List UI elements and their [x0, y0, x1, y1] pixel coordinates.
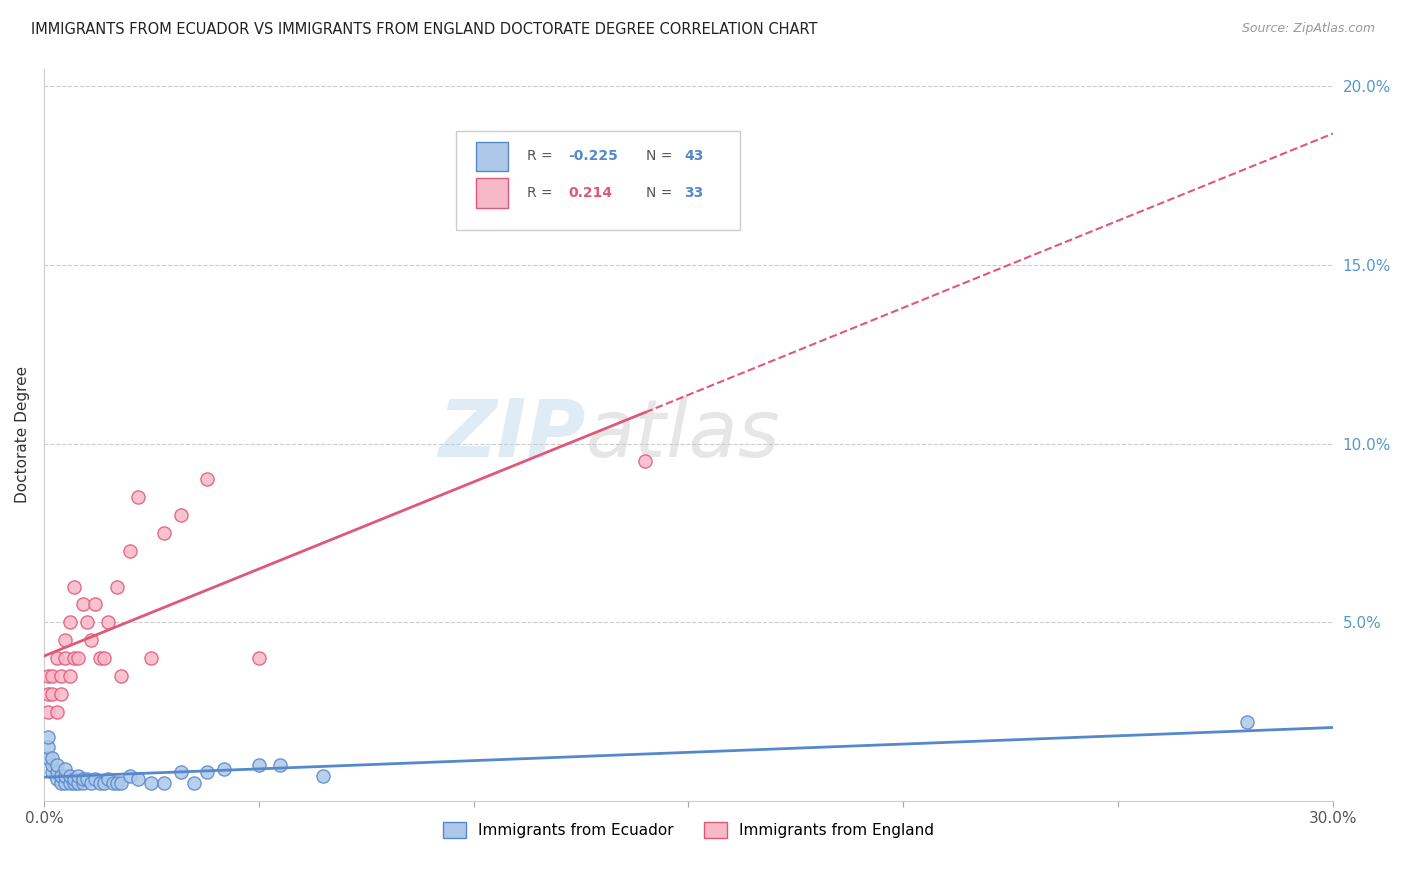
Point	[45, 772, 67, 787]
Point	[72, 598, 94, 612]
Point	[49, 769, 72, 783]
Point	[49, 669, 72, 683]
Point	[37, 669, 59, 683]
Point	[105, 580, 128, 594]
Point	[63, 651, 86, 665]
Text: IMMIGRANTS FROM ECUADOR VS IMMIGRANTS FROM ENGLAND DOCTORATE DEGREE CORRELATION : IMMIGRANTS FROM ECUADOR VS IMMIGRANTS FR…	[31, 22, 817, 37]
Point	[53, 633, 76, 648]
Point	[67, 776, 90, 790]
Point	[141, 776, 163, 790]
Point	[183, 776, 205, 790]
Text: 0.214: 0.214	[568, 186, 613, 200]
Point	[127, 772, 149, 787]
Text: 43: 43	[685, 149, 704, 163]
Point	[118, 769, 141, 783]
Point	[53, 762, 76, 776]
Point	[49, 687, 72, 701]
Point	[84, 772, 107, 787]
Point	[247, 651, 270, 665]
Point	[37, 687, 59, 701]
Y-axis label: Doctorate Degree: Doctorate Degree	[15, 366, 30, 503]
Point	[37, 740, 59, 755]
Text: -0.225: -0.225	[568, 149, 619, 163]
Point	[97, 772, 120, 787]
FancyBboxPatch shape	[457, 131, 740, 229]
Point	[59, 615, 82, 630]
Legend: Immigrants from Ecuador, Immigrants from England: Immigrants from Ecuador, Immigrants from…	[436, 816, 941, 845]
Point	[89, 651, 111, 665]
Point	[41, 765, 63, 780]
Point	[93, 776, 115, 790]
Point	[101, 776, 124, 790]
Point	[76, 772, 98, 787]
Point	[59, 776, 82, 790]
Point	[41, 669, 63, 683]
Point	[45, 765, 67, 780]
Point	[63, 580, 86, 594]
Point	[127, 490, 149, 504]
Point	[1236, 715, 1258, 730]
Text: atlas: atlas	[585, 396, 780, 474]
Point	[97, 615, 120, 630]
Point	[195, 765, 218, 780]
Point	[247, 758, 270, 772]
Point	[105, 776, 128, 790]
Point	[214, 762, 236, 776]
Point	[67, 651, 90, 665]
Point	[118, 543, 141, 558]
Point	[312, 769, 335, 783]
Point	[76, 615, 98, 630]
Point	[37, 751, 59, 765]
Point	[84, 598, 107, 612]
Point	[41, 758, 63, 772]
Point	[72, 776, 94, 790]
Point	[170, 765, 193, 780]
Text: R =: R =	[527, 186, 561, 200]
Point	[63, 772, 86, 787]
Point	[59, 769, 82, 783]
Point	[72, 772, 94, 787]
Point	[59, 669, 82, 683]
Bar	[475, 142, 508, 171]
Text: ZIP: ZIP	[437, 396, 585, 474]
Point	[93, 651, 115, 665]
Bar	[475, 178, 508, 208]
Text: 33: 33	[685, 186, 704, 200]
Point	[80, 776, 103, 790]
Point	[141, 651, 163, 665]
Point	[153, 776, 176, 790]
Point	[195, 472, 218, 486]
Point	[53, 651, 76, 665]
Point	[634, 454, 657, 468]
Point	[53, 769, 76, 783]
Point	[41, 751, 63, 765]
Text: N =: N =	[645, 149, 676, 163]
Point	[45, 651, 67, 665]
Point	[63, 776, 86, 790]
Point	[80, 633, 103, 648]
Point	[269, 758, 291, 772]
Point	[37, 730, 59, 744]
Point	[45, 705, 67, 719]
Text: Source: ZipAtlas.com: Source: ZipAtlas.com	[1241, 22, 1375, 36]
Point	[110, 669, 132, 683]
Point	[89, 776, 111, 790]
Text: N =: N =	[645, 186, 676, 200]
Point	[53, 776, 76, 790]
Point	[45, 758, 67, 772]
Text: R =: R =	[527, 149, 557, 163]
Point	[49, 776, 72, 790]
Point	[41, 687, 63, 701]
Point	[110, 776, 132, 790]
Point	[170, 508, 193, 522]
Point	[67, 769, 90, 783]
Point	[37, 705, 59, 719]
Point	[153, 525, 176, 540]
